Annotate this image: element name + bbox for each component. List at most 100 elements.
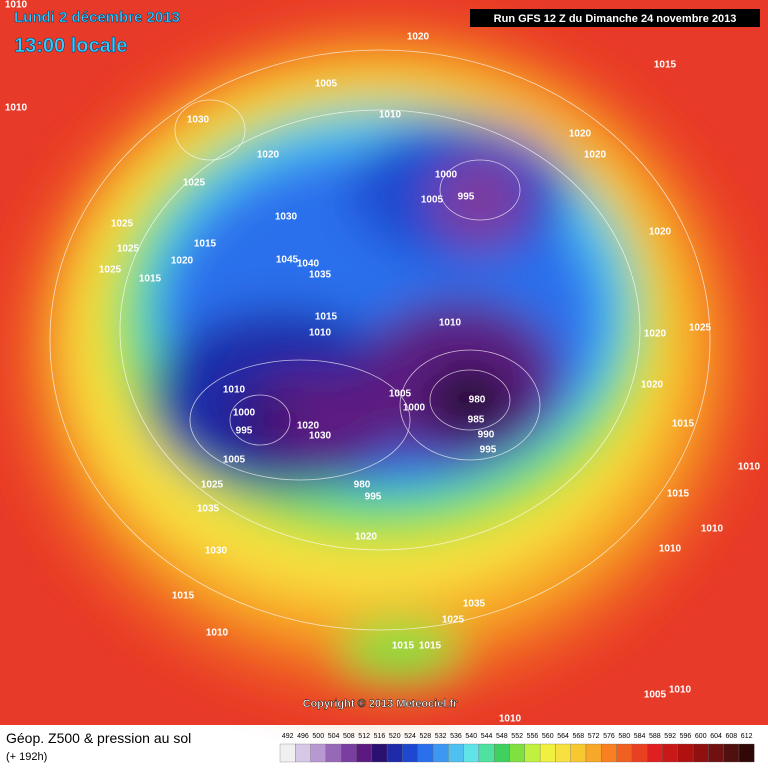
legend-swatch	[310, 743, 327, 763]
legend-swatch	[432, 743, 449, 763]
legend-label: 596	[680, 733, 692, 740]
pressure-label: 1015	[419, 641, 442, 652]
pressure-label: 1005	[644, 690, 667, 701]
pressure-label: 1010	[659, 544, 682, 555]
legend-swatch	[341, 743, 357, 763]
pressure-label: 1020	[569, 129, 592, 140]
pressure-label: 1010	[5, 103, 28, 114]
legend-swatch	[494, 743, 510, 763]
legend-swatch	[417, 743, 434, 763]
pressure-label: 1000	[233, 408, 256, 419]
legend-label: 548	[496, 733, 508, 740]
pressure-label: 1000	[403, 403, 426, 414]
pressure-label: 995	[365, 492, 382, 503]
legend-swatch	[738, 743, 755, 763]
legend-label: 612	[741, 733, 753, 740]
legend-label: 504	[328, 733, 340, 740]
pressure-label: 1010	[309, 328, 332, 339]
pressure-label: 985	[468, 415, 485, 426]
date: Lundi 2 décembre 2013	[14, 9, 180, 26]
pressure-label: 1010	[738, 462, 761, 473]
pressure-label: 1025	[442, 615, 465, 626]
pressure-label: 1005	[421, 195, 444, 206]
legend-label: 532	[435, 733, 447, 740]
pressure-label: 1020	[584, 150, 607, 161]
pressure-label: 1020	[171, 256, 194, 267]
legend-swatch	[662, 743, 678, 763]
pressure-label: 1015	[194, 239, 217, 250]
legend-swatch	[509, 743, 525, 763]
pressure-label: 1025	[99, 265, 122, 276]
pressure-label: 1025	[183, 178, 206, 189]
pressure-label: 1020	[257, 150, 280, 161]
legend-swatch	[647, 743, 663, 763]
pressure-label: 995	[480, 445, 497, 456]
legend-label: 540	[465, 733, 477, 740]
legend-label: 572	[588, 733, 600, 740]
legend-swatch	[371, 743, 388, 763]
legend-label: 500	[312, 733, 324, 740]
pressure-label: 995	[458, 192, 475, 203]
run-info: Run GFS 12 Z du Dimanche 24 novembre 201…	[494, 13, 737, 25]
pressure-label: 1030	[187, 115, 210, 126]
pressure-label: 1025	[111, 219, 134, 230]
legend-swatch	[279, 743, 296, 763]
legend-label: 564	[557, 733, 569, 740]
legend-label: 512	[358, 733, 370, 740]
isobars	[49, 49, 711, 631]
pressure-label: 1020	[644, 329, 667, 340]
pressure-label: 1010	[206, 628, 229, 639]
legend-swatch	[585, 743, 602, 763]
pressure-label: 1015	[392, 641, 415, 652]
height-field	[10, 20, 750, 700]
legend-swatch	[295, 743, 311, 763]
legend-label: 492	[282, 733, 294, 740]
pressure-label: 980	[354, 480, 371, 491]
legend-swatch	[402, 743, 418, 763]
footer-lead: (+ 192h)	[6, 751, 47, 763]
pressure-label: 1005	[315, 79, 338, 90]
legend-label: 600	[695, 733, 707, 740]
pressure-label: 1035	[197, 504, 220, 515]
copyright: Copyright © 2013 Meteociel.fr	[303, 698, 459, 710]
color-legend: 492 496 500 504 508 512 516 520 524 528 532 536 540 5…	[279, 733, 755, 763]
pressure-label: 1010	[439, 318, 462, 329]
pressure-label: 1025	[201, 480, 224, 491]
pressure-label: 1015	[667, 489, 690, 500]
legend-label: 576	[603, 733, 615, 740]
pressure-label: 1035	[463, 599, 486, 610]
pressure-label: 980	[469, 395, 486, 406]
pressure-label: 1020	[649, 227, 672, 238]
pressure-label: 995	[236, 426, 253, 437]
legend-label: 520	[389, 733, 401, 740]
footer-title: Géop. Z500 & pression au sol	[6, 730, 191, 746]
legend-label: 528	[420, 733, 432, 740]
pressure-label: 1005	[223, 455, 246, 466]
pressure-label: 1020	[407, 32, 430, 43]
legend-label: 604	[710, 733, 722, 740]
pressure-label: 1020	[641, 380, 664, 391]
pressure-label: 1010	[669, 685, 692, 696]
pressure-label: 1010	[379, 110, 402, 121]
pressure-label: 990	[478, 430, 495, 441]
legend-label: 552	[511, 733, 523, 740]
legend-label: 544	[481, 733, 493, 740]
pressure-label: 1030	[309, 431, 332, 442]
legend-label: 592	[664, 733, 676, 740]
legend-label: 536	[450, 733, 462, 740]
pressure-label: 1025	[117, 244, 140, 255]
legend-label: 584	[634, 733, 646, 740]
legend-swatch	[356, 743, 372, 763]
pressure-label: 1005	[389, 389, 412, 400]
legend-swatch	[478, 743, 495, 763]
legend-swatch	[601, 743, 617, 763]
pressure-label: 1045	[276, 255, 299, 266]
legend-label: 560	[542, 733, 554, 740]
pressure-label: 1010	[499, 714, 522, 725]
legend-swatch	[708, 743, 724, 763]
legend-swatch	[448, 743, 464, 763]
legend-label: 516	[374, 733, 386, 740]
